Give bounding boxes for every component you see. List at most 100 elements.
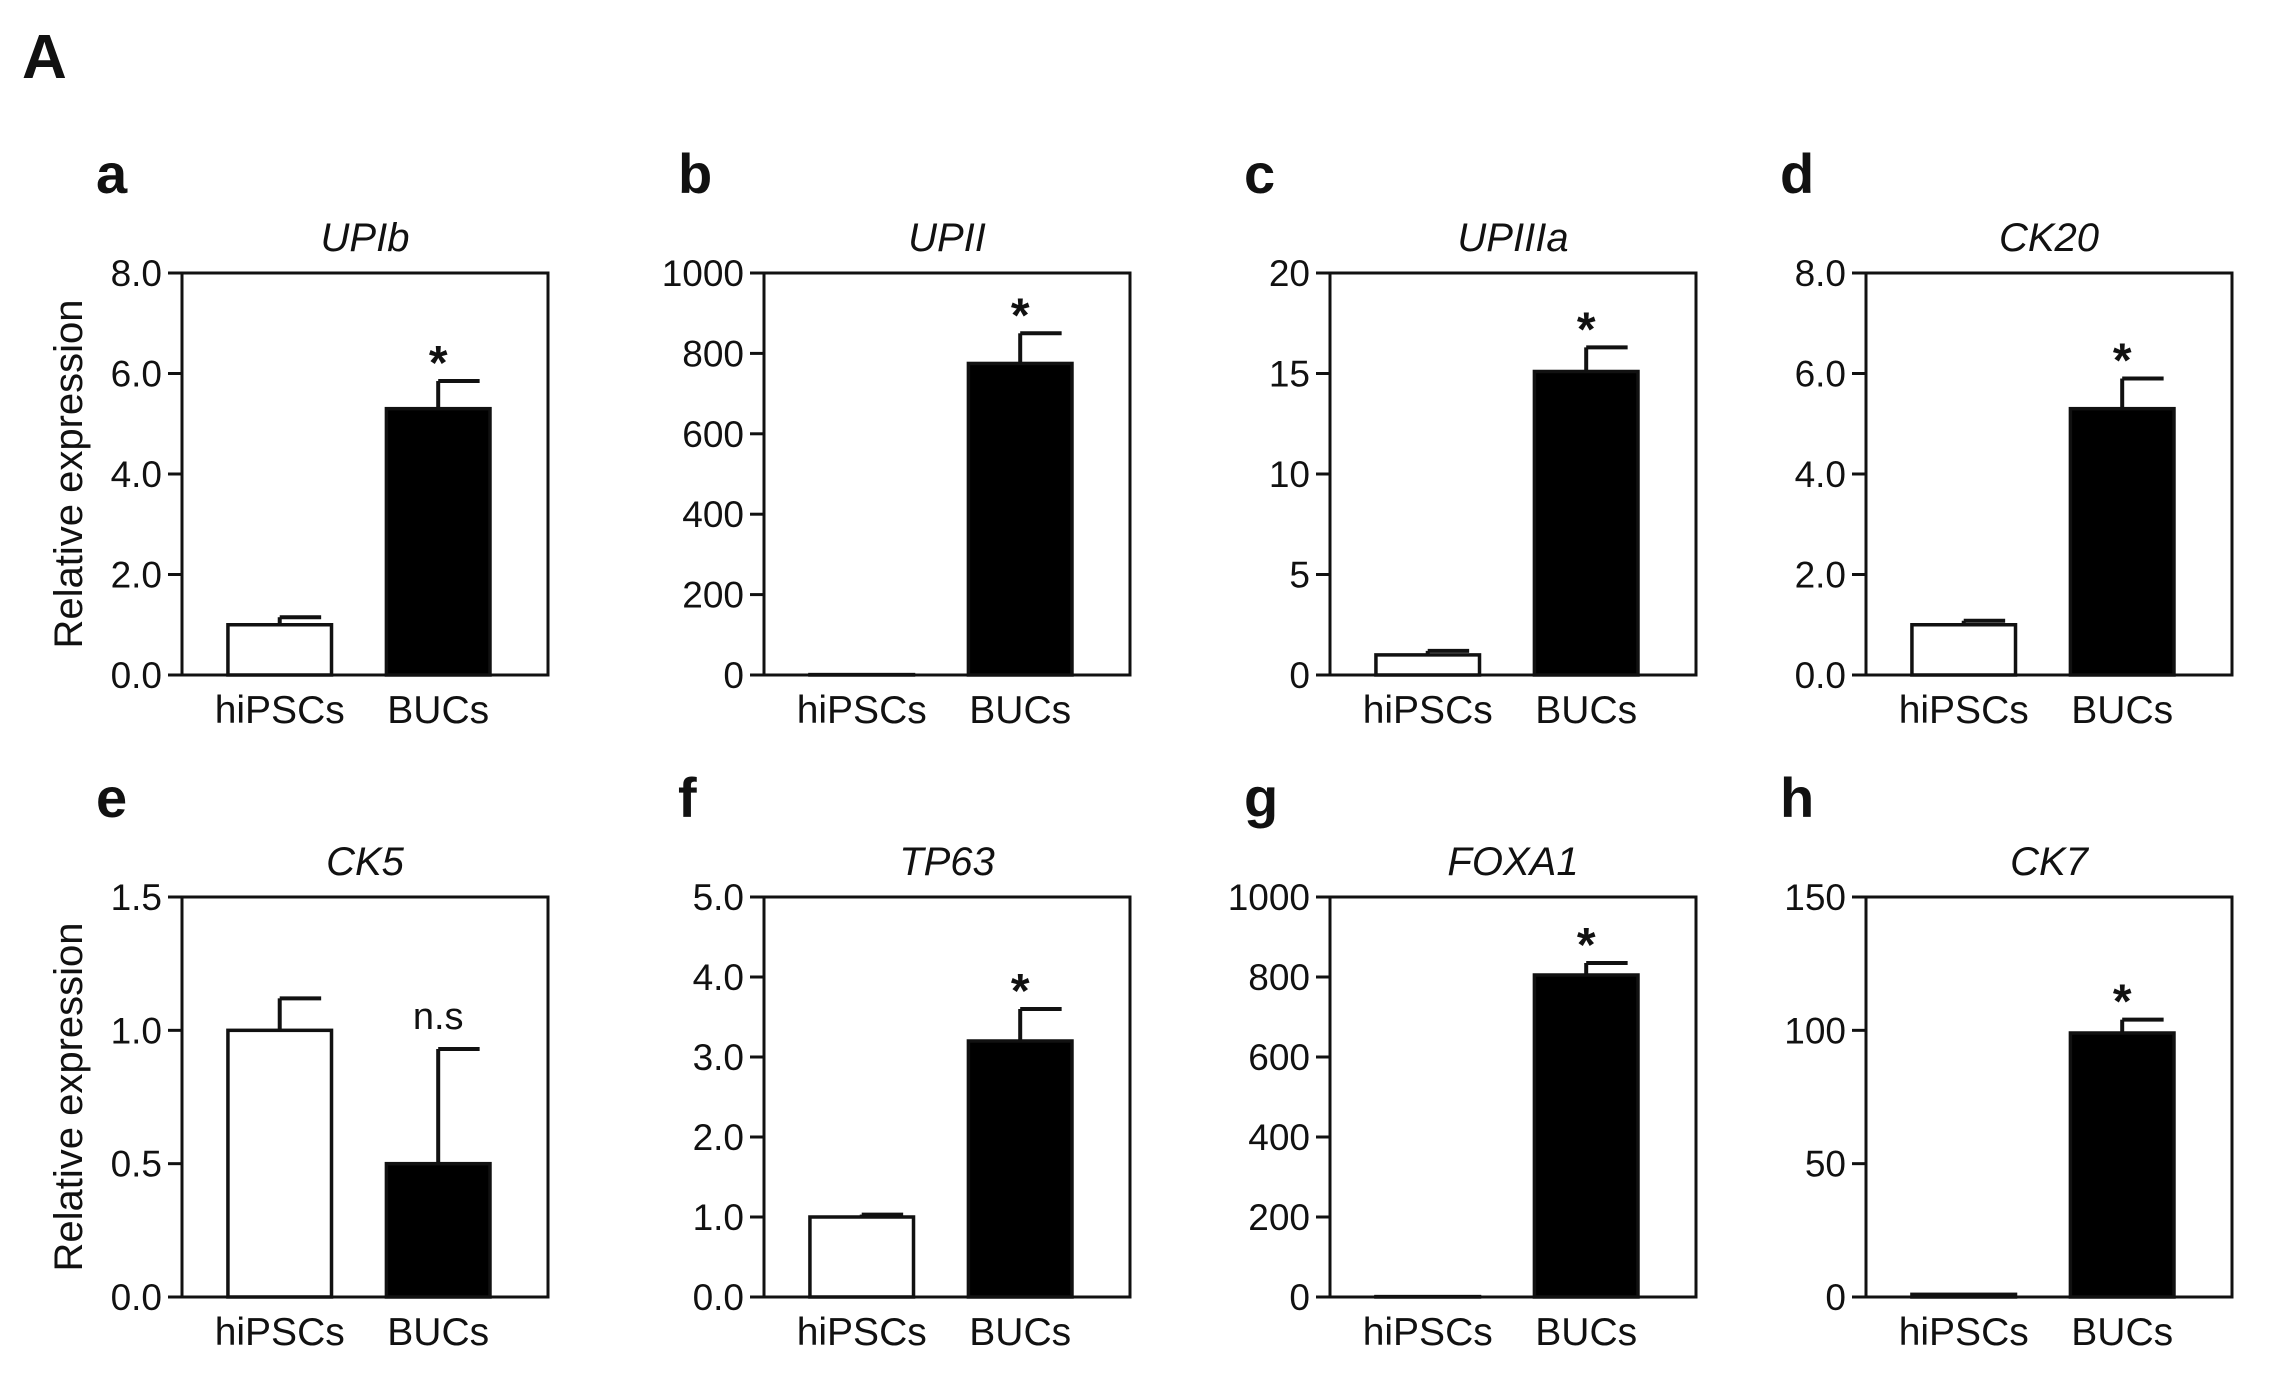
- panel-c-ytick-label-4: 20: [1269, 253, 1310, 294]
- panel-b-ytick-label-1: 200: [682, 575, 744, 616]
- panel-d-ytick-label-1: 2.0: [1795, 555, 1846, 596]
- panel-d-ytick-label-2: 4.0: [1795, 454, 1846, 495]
- panel-e-bar-1: [384, 1161, 492, 1299]
- panel-c-bar-1: [1532, 369, 1640, 677]
- panel-e-ytick-label-2: 1.0: [111, 1010, 162, 1051]
- panel-g-title: FOXA1: [1447, 840, 1578, 884]
- panel-b-ytick-label-5: 1000: [662, 253, 744, 294]
- panel-b-frame: [762, 271, 1132, 677]
- panel-c-ytick-label-3: 15: [1269, 354, 1310, 395]
- panel-h-ytick-label-0: 0: [1825, 1277, 1846, 1318]
- panel-d-xtick-label-1: BUCs: [2071, 689, 2173, 732]
- panel-a-ytick-label-3: 6.0: [111, 354, 162, 395]
- panel-c-xtick-label-0: hiPSCs: [1363, 689, 1493, 732]
- panel-c-frame: [1328, 271, 1698, 677]
- panel-d-significance-1: *: [2113, 335, 2132, 388]
- panel-d-bar-1: [2068, 406, 2176, 677]
- panel-g-letter: g: [1244, 766, 1278, 829]
- panel-b-ytick-label-0: 0: [723, 655, 744, 696]
- panel-b-letter: b: [678, 142, 712, 205]
- panel-g-xtick-label-1: BUCs: [1535, 1311, 1637, 1354]
- figure-label: A: [22, 23, 67, 92]
- panel-g-ytick-label-2: 400: [1248, 1117, 1310, 1158]
- panel-f-bar-0: [808, 1215, 916, 1299]
- panel-e-bar-0: [226, 1028, 334, 1299]
- panel-g-bar-1: [1532, 973, 1640, 1299]
- panel-c-ytick-label-2: 10: [1269, 454, 1310, 495]
- panel-c-significance-1: *: [1577, 303, 1596, 356]
- panel-a-xtick-label-0: hiPSCs: [215, 689, 345, 732]
- panel-h-xtick-label-1: BUCs: [2071, 1311, 2173, 1354]
- panel-f-ytick-label-2: 2.0: [693, 1117, 744, 1158]
- panel-e-significance-1: n.s: [413, 996, 464, 1038]
- panel-e-ytick-label-0: 0.0: [111, 1277, 162, 1318]
- panel-e-letter: e: [96, 766, 127, 829]
- panel-g-xtick-label-0: hiPSCs: [1363, 1311, 1493, 1354]
- panel-h-letter: h: [1780, 766, 1814, 829]
- panel-h-ytick-label-2: 100: [1784, 1010, 1846, 1051]
- panel-f-bar-1: [966, 1039, 1074, 1299]
- panel-f-xtick-label-1: BUCs: [969, 1311, 1071, 1354]
- panel-b-ytick-label-3: 600: [682, 414, 744, 455]
- panel-a-bar-0: [226, 623, 334, 677]
- panel-f-title: TP63: [899, 840, 995, 884]
- panel-h-ytick-label-3: 150: [1784, 877, 1846, 918]
- panel-a-ytick-label-1: 2.0: [111, 555, 162, 596]
- panel-h-bar-0: [1910, 1292, 2018, 1299]
- panel-e-ytick-label-3: 1.5: [111, 877, 162, 918]
- panel-d-ytick-label-4: 8.0: [1795, 253, 1846, 294]
- panel-b-significance-1: *: [1011, 289, 1030, 342]
- panel-a-ytick-label-2: 4.0: [111, 454, 162, 495]
- panel-d-frame: [1864, 271, 2234, 677]
- panel-g-significance-1: *: [1577, 919, 1596, 972]
- panel-d-bar-0: [1910, 623, 2018, 677]
- panel-e-ytick-label-1: 0.5: [111, 1144, 162, 1185]
- panel-d-letter: d: [1780, 142, 1814, 205]
- panel-f-xtick-label-0: hiPSCs: [797, 1311, 927, 1354]
- panel-h-frame: [1864, 895, 2234, 1299]
- panel-a-significance-1: *: [429, 337, 448, 390]
- panel-e-xtick-label-1: BUCs: [387, 1311, 489, 1354]
- panel-e-xtick-label-0: hiPSCs: [215, 1311, 345, 1354]
- panel-h-significance-1: *: [2113, 976, 2132, 1029]
- panel-a-ytick-label-4: 8.0: [111, 253, 162, 294]
- panel-c-letter: c: [1244, 142, 1275, 205]
- panel-e-title: CK5: [326, 840, 405, 884]
- panel-h-ytick-label-1: 50: [1805, 1144, 1846, 1185]
- panel-g-ytick-label-5: 1000: [1228, 877, 1310, 918]
- panel-b-xtick-label-1: BUCs: [969, 689, 1071, 732]
- panel-h-title: CK7: [2010, 840, 2090, 884]
- panel-g-ytick-label-4: 800: [1248, 957, 1310, 998]
- panel-a-title: UPIb: [321, 216, 410, 260]
- panel-f-letter: f: [678, 766, 697, 829]
- panel-c-xtick-label-1: BUCs: [1535, 689, 1637, 732]
- panel-g-ytick-label-1: 200: [1248, 1197, 1310, 1238]
- panel-d-ytick-label-3: 6.0: [1795, 354, 1846, 395]
- panel-a-frame: [180, 271, 550, 677]
- panel-a-ytick-label-0: 0.0: [111, 655, 162, 696]
- panel-h-xtick-label-0: hiPSCs: [1899, 1311, 2029, 1354]
- panel-c-ytick-label-0: 0: [1289, 655, 1310, 696]
- panel-c-ytick-label-1: 5: [1289, 555, 1310, 596]
- panel-c-bar-0: [1374, 653, 1482, 677]
- panel-f-ytick-label-0: 0.0: [693, 1277, 744, 1318]
- panel-a-ylabel: Relative expression: [47, 299, 91, 648]
- panel-b-bar-1: [966, 361, 1074, 677]
- panel-f-significance-1: *: [1011, 965, 1030, 1018]
- panel-b-xtick-label-0: hiPSCs: [797, 689, 927, 732]
- panel-b-title: UPII: [908, 216, 986, 260]
- panel-f-ytick-label-5: 5.0: [693, 877, 744, 918]
- panel-h-bar-1: [2068, 1031, 2176, 1299]
- panel-f-ytick-label-3: 3.0: [693, 1037, 744, 1078]
- panel-f-frame: [762, 895, 1132, 1299]
- panel-c-title: UPIIIa: [1457, 216, 1568, 260]
- panel-a-bar-1: [384, 406, 492, 677]
- panel-d-title: CK20: [1999, 216, 2099, 260]
- panel-d-ytick-label-0: 0.0: [1795, 655, 1846, 696]
- panel-d-xtick-label-0: hiPSCs: [1899, 689, 2029, 732]
- panel-g-ytick-label-3: 600: [1248, 1037, 1310, 1078]
- panel-b-ytick-label-4: 800: [682, 333, 744, 374]
- panel-f-ytick-label-1: 1.0: [693, 1197, 744, 1238]
- panel-f-ytick-label-4: 4.0: [693, 957, 744, 998]
